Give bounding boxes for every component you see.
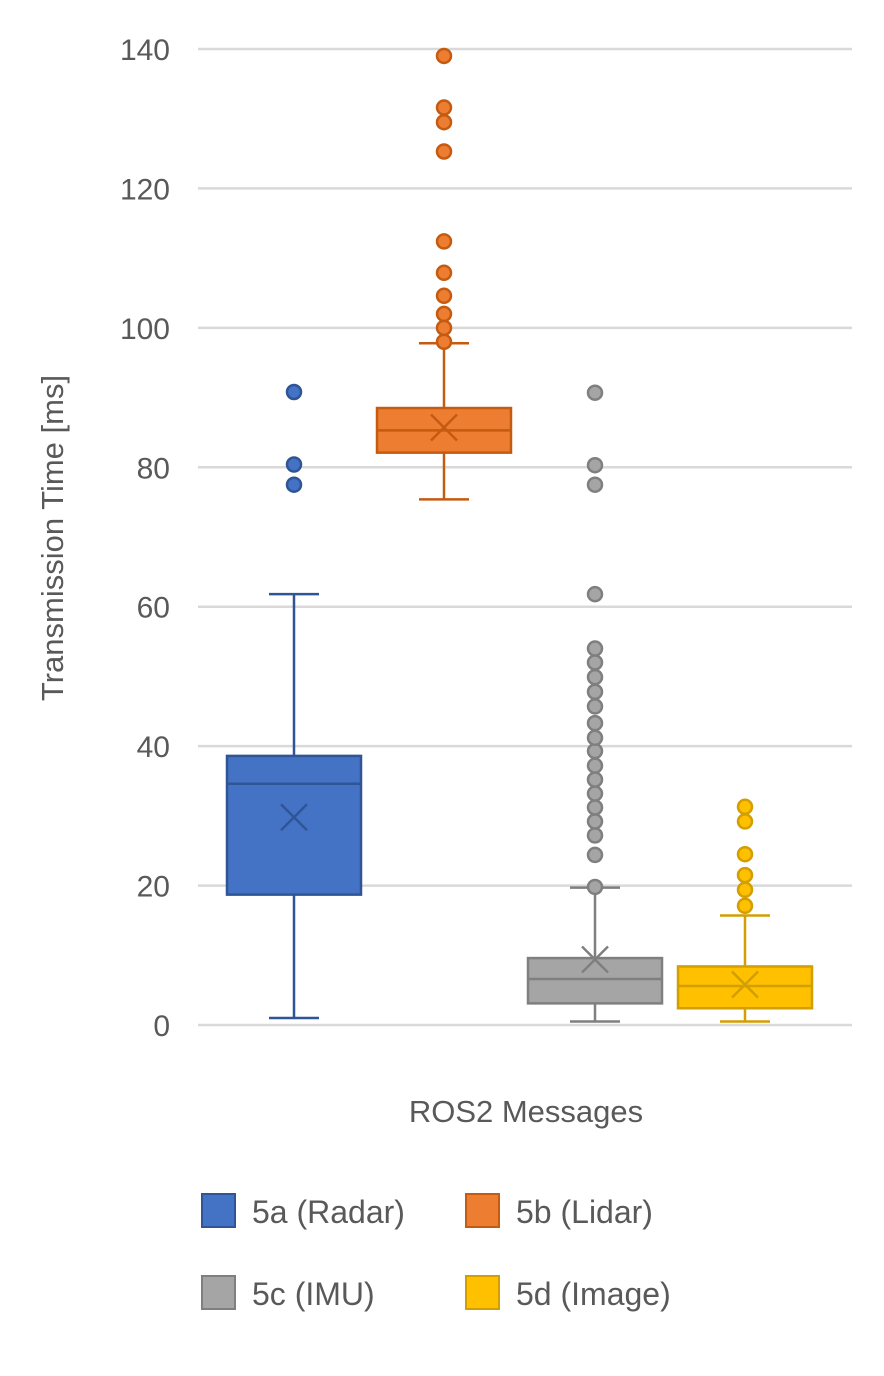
x-axis-title: ROS2 Messages: [409, 1094, 643, 1129]
outlier-point: [736, 881, 754, 899]
outlier-point: [586, 668, 604, 686]
outlier-point: [435, 287, 453, 305]
y-tick-label-80: 80: [137, 452, 170, 485]
outlier-point: [586, 799, 604, 816]
y-tick-label-40: 40: [137, 731, 170, 764]
y-tick-label-100: 100: [120, 313, 170, 346]
y-tick-label-120: 120: [120, 173, 170, 206]
outlier-point: [586, 827, 604, 844]
outlier-point: [586, 698, 604, 715]
outlier-point: [586, 846, 604, 864]
legend-item-4: 5d (Image): [465, 1275, 671, 1312]
mean-marker-b: [581, 945, 609, 974]
y-tick-label-0: 0: [153, 1010, 170, 1043]
outlier-point: [736, 798, 754, 816]
iqr-box: [676, 965, 814, 1010]
legend-item-1: 5a (Radar): [201, 1193, 405, 1230]
outlier-point: [586, 878, 604, 896]
box-2: [375, 47, 513, 501]
iqr-box: [225, 754, 363, 896]
outlier-point: [435, 264, 453, 282]
box-3: [526, 384, 664, 1023]
outlier-point: [586, 456, 604, 474]
legend-label: 5d (Image): [516, 1276, 671, 1312]
box-4: [676, 798, 814, 1023]
outlier-point: [586, 757, 604, 774]
mean-marker-b: [731, 970, 759, 999]
legend: 5a (Radar) 5b (Lidar) 5c (IMU) 5d (Image): [201, 1193, 671, 1312]
legend-label: 5c (IMU): [252, 1276, 375, 1312]
outlier-point: [435, 333, 453, 351]
outlier-point: [435, 143, 453, 160]
legend-swatch: [201, 1275, 236, 1310]
outlier-point: [586, 813, 604, 830]
outlier-point: [285, 383, 303, 401]
y-tick-label-20: 20: [137, 871, 170, 904]
outlier-point: [435, 233, 453, 250]
box-1: [225, 383, 363, 1020]
outlier-point: [586, 476, 604, 493]
outlier-point: [736, 813, 754, 830]
outlier-point: [435, 319, 453, 337]
outlier-point: [435, 113, 453, 131]
outlier-point: [586, 585, 604, 603]
outlier-point: [586, 771, 604, 788]
mean-marker-b: [280, 803, 308, 832]
y-tick-label-140: 140: [120, 34, 170, 67]
outlier-point: [586, 714, 604, 732]
y-axis-ticks: 0 20 40 60 80 100 120 140: [120, 34, 170, 1043]
outlier-point: [435, 305, 453, 323]
mean-marker-b: [430, 413, 458, 442]
legend-item-3: 5c (IMU): [201, 1275, 375, 1312]
outlier-point: [586, 683, 604, 701]
boxes: [225, 47, 814, 1023]
outlier-point: [586, 654, 604, 671]
legend-swatch: [465, 1275, 500, 1310]
outlier-point: [736, 897, 754, 915]
outlier-point: [586, 640, 604, 657]
outlier-point: [586, 785, 604, 802]
outlier-point: [586, 384, 604, 401]
y-axis-title: Transmission Time [ms]: [35, 375, 70, 701]
legend-swatch: [465, 1193, 500, 1228]
outlier-point: [285, 476, 303, 493]
outlier-point: [285, 456, 303, 473]
outlier-point: [736, 845, 754, 863]
outlier-point: [435, 99, 453, 116]
legend-swatch: [201, 1193, 236, 1228]
legend-label: 5a (Radar): [252, 1194, 405, 1230]
outlier-point: [586, 742, 604, 760]
legend-item-2: 5b (Lidar): [465, 1193, 653, 1230]
y-tick-label-60: 60: [137, 592, 170, 625]
iqr-box: [526, 956, 664, 1005]
outlier-point: [736, 866, 754, 884]
outlier-point: [435, 47, 453, 65]
outlier-point: [586, 729, 604, 747]
legend-label: 5b (Lidar): [516, 1194, 653, 1230]
